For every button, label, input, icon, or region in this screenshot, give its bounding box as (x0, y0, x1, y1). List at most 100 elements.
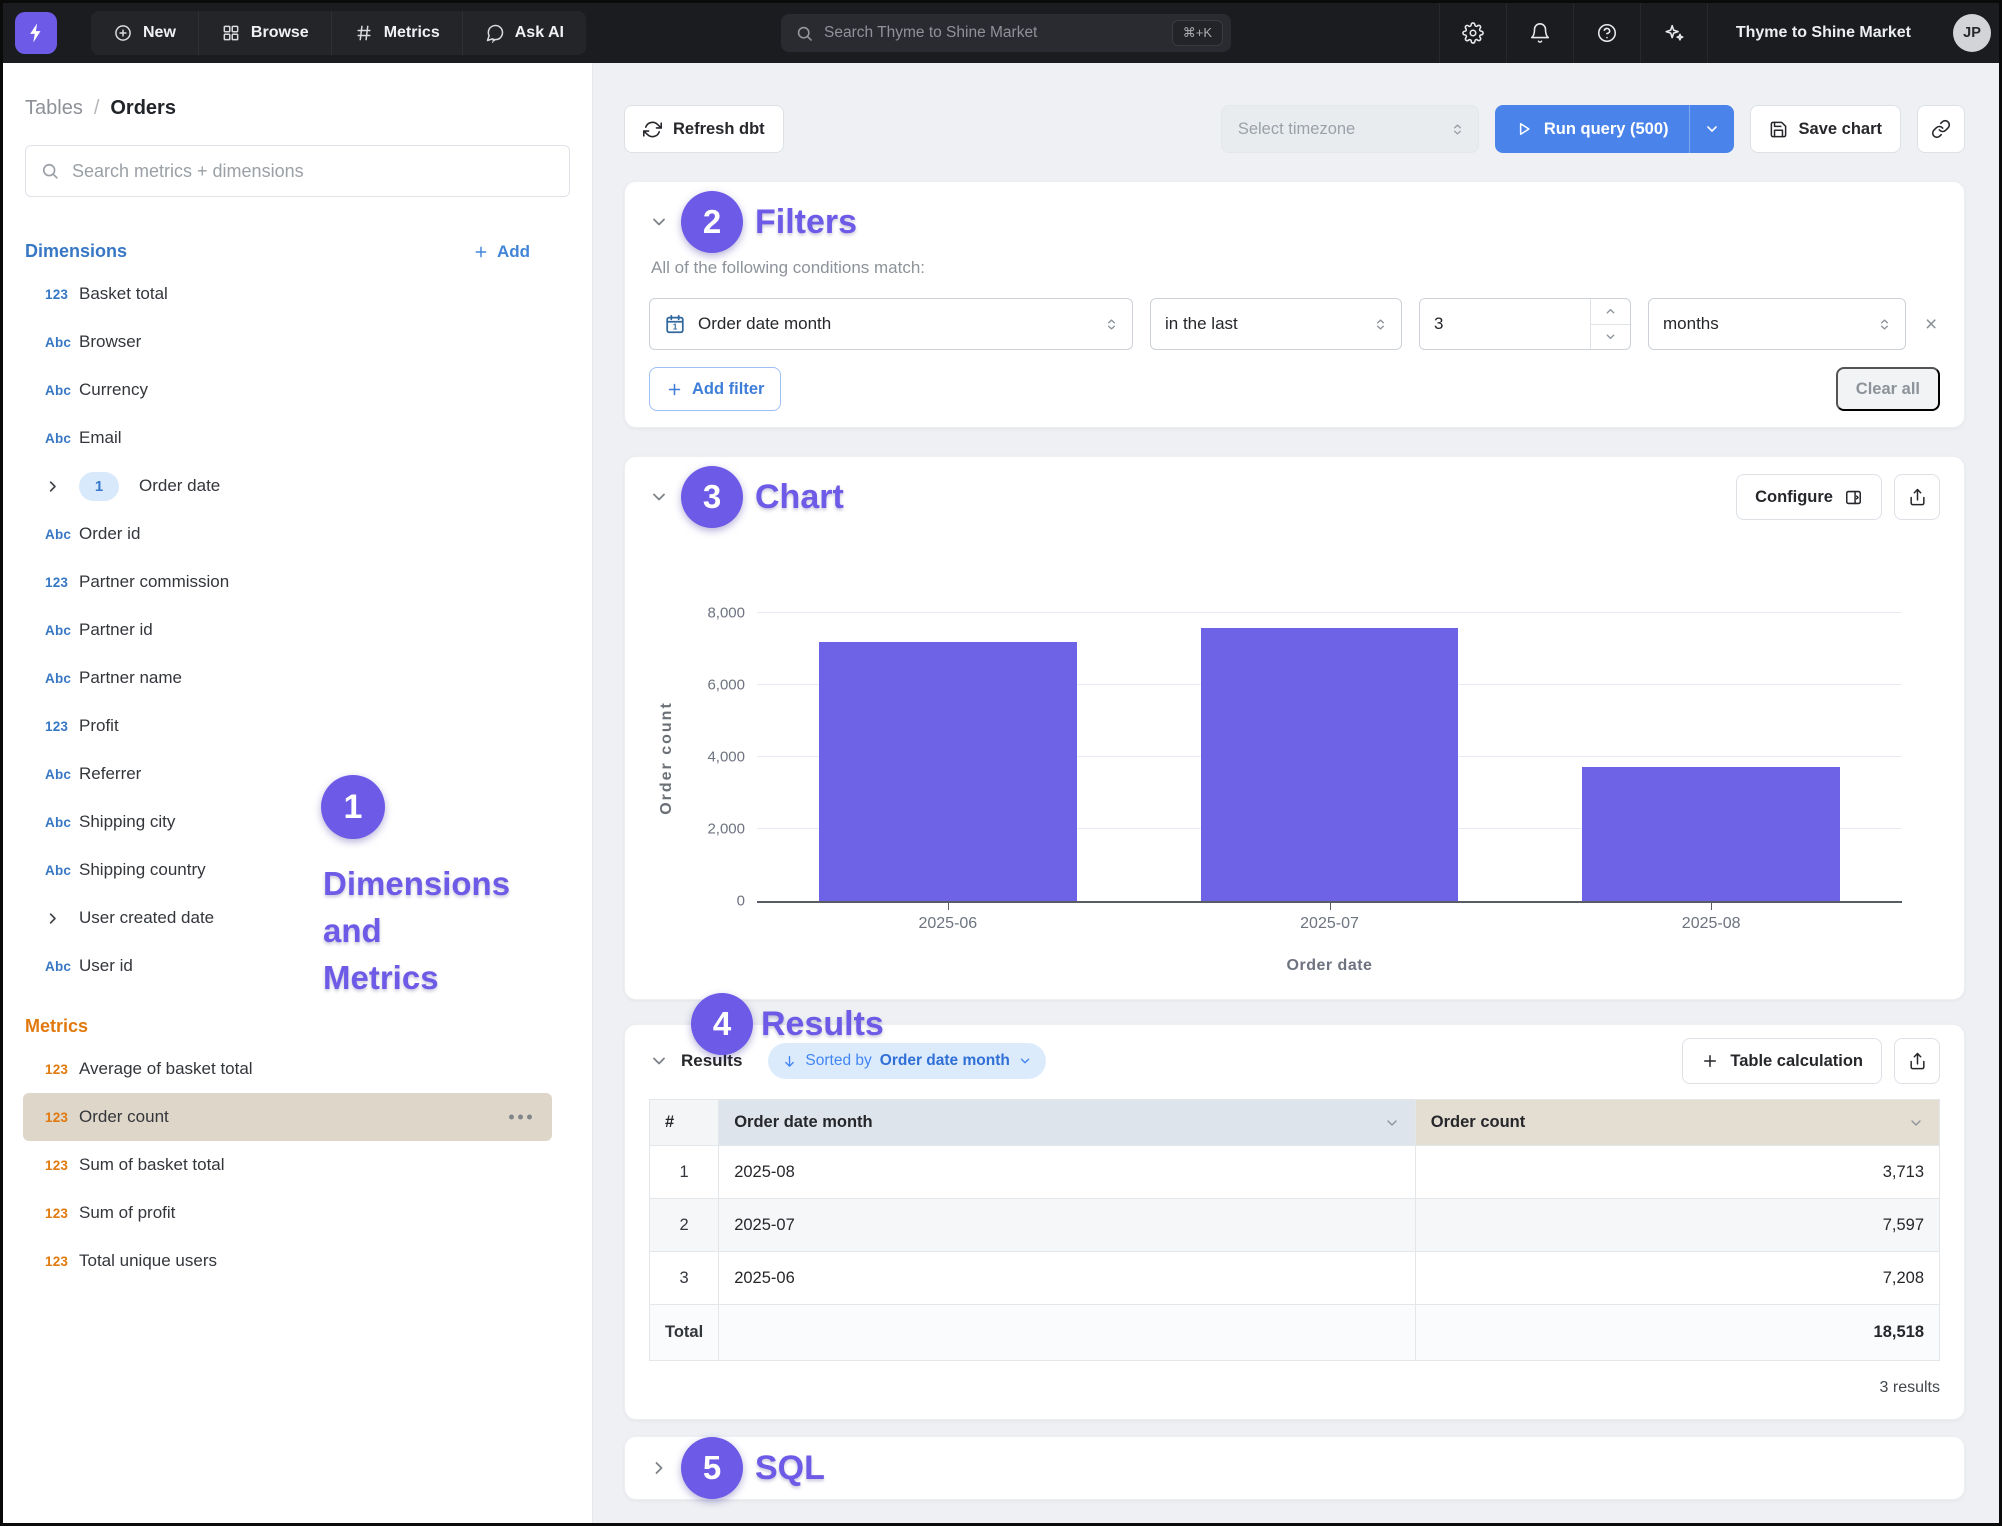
metric-item[interactable]: 123 Average of basket total (23, 1045, 552, 1093)
expand-sql-icon[interactable] (649, 1458, 669, 1478)
sorted-field-name: Order date month (879, 1052, 1010, 1069)
chart-bar[interactable] (1200, 627, 1459, 901)
run-query-options-button[interactable] (1690, 105, 1734, 153)
dimension-item[interactable]: 123 Partner commission (23, 558, 552, 606)
save-chart-button[interactable]: Save chart (1749, 105, 1901, 153)
user-avatar[interactable]: JP (1953, 14, 1991, 52)
configure-chart-button[interactable]: Configure (1736, 474, 1882, 520)
metric-item[interactable]: 123 Sum of basket total (23, 1141, 552, 1189)
dimension-item[interactable]: Abc Partner name (23, 654, 552, 702)
export-chart-button[interactable] (1894, 474, 1940, 520)
sql-section: 5 SQL (624, 1436, 1965, 1500)
numeric-type-icon: 123 (45, 1109, 69, 1125)
link-icon (1931, 119, 1951, 139)
timezone-select[interactable]: Select timezone (1220, 105, 1479, 153)
nav-new-button[interactable]: New (91, 11, 199, 55)
notifications-button[interactable] (1505, 3, 1573, 63)
stepper-down-button[interactable] (1591, 325, 1630, 350)
nav-metrics-button[interactable]: Metrics (332, 11, 463, 55)
numeric-type-icon: 123 (45, 1061, 69, 1077)
plus-icon (666, 381, 683, 398)
nav-browse-button[interactable]: Browse (199, 11, 332, 55)
dimension-item[interactable]: Abc Partner id (23, 606, 552, 654)
annotation-step-2-badge: 2 (681, 191, 743, 253)
field-label: Shipping country (79, 860, 206, 879)
clear-all-filters-button[interactable]: Clear all (1835, 367, 1940, 411)
dimension-item[interactable]: Abc Referrer (23, 750, 552, 798)
filter-value-input[interactable] (1420, 299, 1590, 349)
table-row[interactable]: 3 2025-06 7,208 (648, 1251, 1941, 1305)
table-row[interactable]: 1 2025-08 3,713 (648, 1145, 1941, 1199)
chart-plot[interactable]: Order date 0 2,000 4,000 6,000 8,000 2025-06 2… (707, 605, 1902, 974)
remove-filter-button[interactable]: × (1925, 312, 1938, 336)
fields-search-input[interactable] (72, 160, 555, 182)
collapse-filters-icon[interactable] (649, 212, 669, 232)
text-type-icon: Abc (45, 622, 72, 638)
metrics-list: 123 Average of basket total 123 Order count… (3, 1045, 592, 1285)
sorted-by-pill[interactable]: Sorted by Order date month (768, 1043, 1046, 1079)
row-number-cell: 1 (648, 1145, 720, 1199)
nav-ask-ai-button[interactable]: Ask AI (463, 11, 586, 55)
breadcrumb-separator: / (93, 97, 100, 119)
filter-unit-select[interactable]: months (1648, 298, 1906, 350)
results-table-header-row: # Order date month Order count (648, 1099, 1941, 1146)
field-label: Order date (139, 476, 221, 495)
metric-item[interactable]: 123 Total unique users (23, 1237, 552, 1285)
nav-metrics-label: Metrics (383, 24, 440, 41)
app-logo[interactable] (15, 12, 57, 54)
filter-field-select[interactable]: 1 Order date month (649, 298, 1133, 350)
refresh-dbt-button[interactable]: Refresh dbt (624, 105, 784, 153)
share-link-button[interactable] (1917, 105, 1965, 153)
stepper-up-button[interactable] (1591, 299, 1630, 325)
settings-button[interactable] (1438, 3, 1506, 63)
help-button[interactable] (1572, 3, 1640, 63)
dimension-item[interactable]: Abc Shipping city (23, 798, 552, 846)
dimension-item[interactable]: 1 Order date (23, 462, 552, 510)
dimension-item[interactable]: Abc Order id (23, 510, 552, 558)
run-query-button[interactable]: Run query (500) (1495, 105, 1690, 153)
order-date-month-column-header[interactable]: Order date month (718, 1099, 1416, 1146)
top-navigation-bar: New Browse Metrics Ask AI Search Thyme t… (3, 3, 1999, 63)
ai-assistant-button[interactable] (1639, 3, 1707, 63)
order-count-cell: 7,208 (1414, 1251, 1941, 1305)
dimension-item[interactable]: Abc Shipping country (23, 846, 552, 894)
metric-item[interactable]: 123 Sum of profit (23, 1189, 552, 1237)
dimension-item[interactable]: Abc Currency (23, 366, 552, 414)
collapse-results-icon[interactable] (649, 1051, 669, 1071)
table-row[interactable]: 2 2025-07 7,597 (648, 1198, 1941, 1252)
export-results-button[interactable] (1894, 1038, 1940, 1084)
metric-item[interactable]: 123 Order count (23, 1093, 552, 1141)
filter-operator-select[interactable]: in the last (1150, 298, 1402, 350)
dimension-item[interactable]: Abc Browser (23, 318, 552, 366)
bar-chart: Order count Order date 0 2,000 4,000 6,000 8… (649, 605, 1940, 974)
y-axis-tick-label: 2,000 (707, 820, 745, 838)
dimensions-list: 123 Basket total Abc Browser Abc Currency Abc E… (3, 270, 592, 990)
order-date-month-cell: 2025-07 (718, 1198, 1416, 1252)
dimension-item[interactable]: 123 Profit (23, 702, 552, 750)
order-count-column-header[interactable]: Order count (1414, 1099, 1941, 1146)
chart-bar[interactable] (819, 641, 1077, 901)
arrow-down-icon (782, 1054, 797, 1069)
collapse-chart-icon[interactable] (649, 487, 669, 507)
table-calculation-button[interactable]: Table calculation (1682, 1038, 1882, 1084)
topbar-right-group: Thyme to Shine Market JP (1438, 3, 1991, 63)
workspace-name[interactable]: Thyme to Shine Market (1706, 3, 1939, 63)
dimension-item[interactable]: Abc Email (23, 414, 552, 462)
order-count-cell: 7,597 (1414, 1198, 1941, 1252)
more-options-icon[interactable] (509, 1114, 532, 1120)
calendar-icon: 1 (664, 313, 686, 335)
results-total-row: Total 18,518 (648, 1304, 1941, 1361)
dimension-item[interactable]: Abc User id (23, 942, 552, 990)
add-dimension-button[interactable]: Add (473, 242, 530, 262)
global-search-input[interactable]: Search Thyme to Shine Market ⌘+K (781, 14, 1231, 52)
text-type-icon: Abc (45, 382, 72, 398)
chart-bar[interactable] (1582, 767, 1840, 901)
x-axis-title: Order date (1286, 957, 1373, 974)
field-label: Currency (79, 380, 148, 399)
add-filter-button[interactable]: Add filter (649, 367, 782, 411)
filter-actions-row: Add filter Clear all (649, 367, 1940, 411)
dimension-item[interactable]: 123 Basket total (23, 270, 552, 318)
breadcrumb-tables-link[interactable]: Tables (25, 97, 83, 119)
numeric-type-icon: 123 (45, 1205, 69, 1221)
dimension-item[interactable]: User created date (23, 894, 552, 942)
